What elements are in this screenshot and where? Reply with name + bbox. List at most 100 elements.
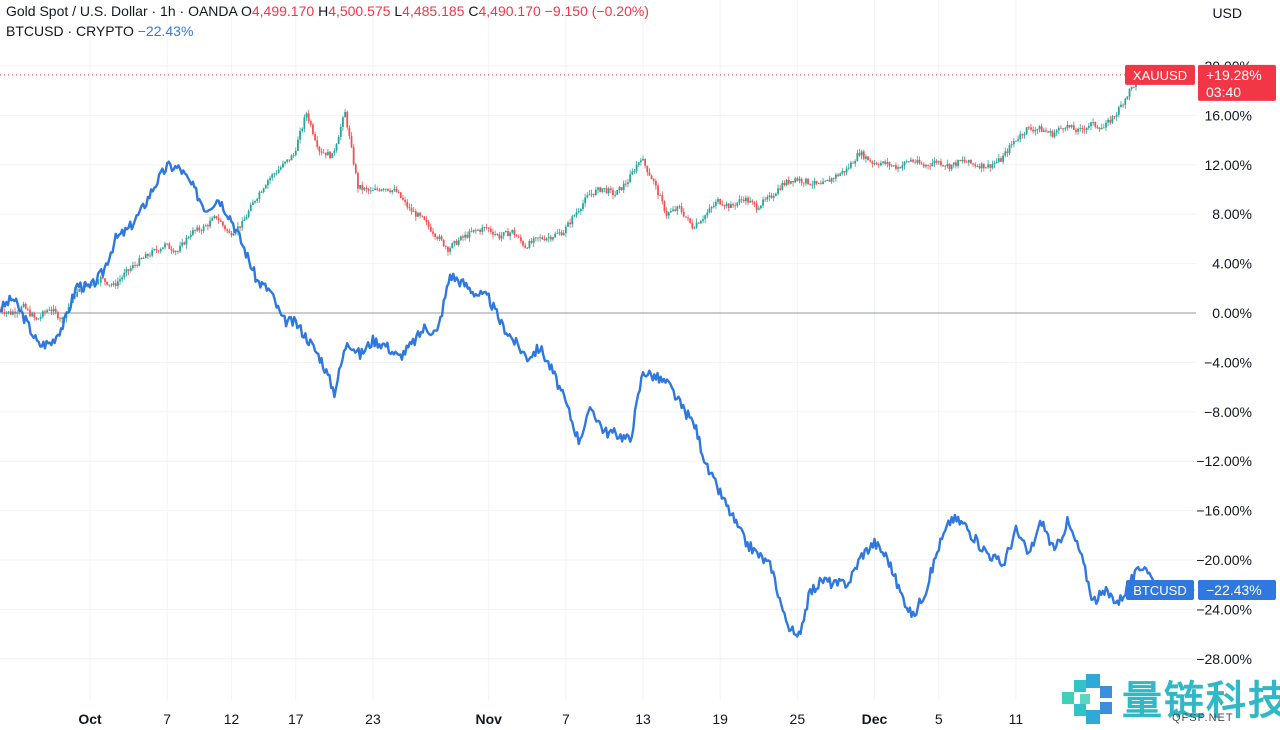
candle-body	[862, 151, 865, 159]
candle-body	[474, 229, 477, 231]
candle-body	[48, 309, 51, 311]
candle-body	[185, 237, 188, 245]
candle-body	[213, 216, 216, 219]
candle-body	[500, 235, 503, 239]
candle-body	[453, 240, 456, 244]
candle-body	[1017, 139, 1020, 141]
candle-body	[144, 253, 147, 259]
candle-body	[344, 111, 346, 118]
candle-body	[940, 161, 942, 166]
symbol-title[interactable]: Gold Spot / U.S. Dollar · 1h · OANDA	[6, 3, 238, 19]
candle-body	[24, 303, 27, 309]
candle-body	[346, 111, 349, 128]
candle-body	[534, 237, 537, 239]
candle-body	[781, 182, 784, 190]
candle-body	[633, 171, 636, 173]
candle-body	[378, 189, 381, 191]
main-symbol-legend[interactable]: Gold Spot / U.S. Dollar · 1h · OANDA O4,…	[6, 3, 649, 19]
candle-body	[1068, 124, 1071, 127]
candle-body	[243, 219, 246, 222]
candle-body	[1100, 127, 1103, 130]
candle-body	[1096, 126, 1099, 128]
candle-body	[543, 239, 546, 241]
candle-body	[359, 185, 361, 189]
candle-body	[693, 227, 696, 229]
candle-body	[52, 308, 55, 312]
candle-body	[179, 245, 181, 252]
candle-body	[530, 240, 533, 243]
candle-body	[164, 243, 166, 248]
candle-body	[176, 251, 179, 252]
candle-body	[1000, 158, 1002, 162]
candle-body	[742, 199, 745, 202]
candle-body	[699, 221, 702, 224]
open-value: 4,499.170	[251, 3, 315, 19]
candle-body	[697, 222, 700, 224]
candle-body	[1008, 145, 1011, 153]
candle-body	[54, 308, 57, 313]
candle-body	[798, 178, 801, 181]
candle-body	[146, 253, 149, 257]
y-axis[interactable]: 20.00%16.00%12.00%8.00%4.00%0.00%−4.00%−…	[1196, 58, 1252, 667]
candle-body	[622, 183, 625, 191]
candle-body	[142, 258, 145, 259]
candle-body	[537, 237, 539, 239]
candle-body	[817, 183, 820, 185]
x-tick-label: 12	[224, 711, 240, 727]
candle-body	[189, 234, 192, 238]
candle-body	[78, 289, 81, 292]
candle-body	[26, 308, 29, 310]
compare-symbol-title[interactable]: BTCUSD · CRYPTO	[6, 23, 134, 39]
candle-body	[138, 258, 141, 266]
candle-body	[948, 163, 951, 169]
candle-body	[9, 311, 12, 315]
candle-body	[860, 151, 863, 156]
candle-body	[320, 151, 323, 153]
candle-body	[920, 163, 923, 165]
candle-body	[624, 183, 627, 185]
candle-body	[455, 240, 458, 245]
y-tick-label: −16.00%	[1196, 503, 1252, 519]
candle-body	[886, 162, 889, 164]
candle-body	[815, 180, 818, 184]
compare-symbol-legend[interactable]: BTCUSD · CRYPTO −22.43%	[6, 23, 193, 39]
candle-body	[29, 309, 31, 317]
candle-body	[511, 229, 514, 233]
candle-body	[279, 167, 282, 170]
candle-body	[1032, 129, 1035, 132]
x-tick-label: 5	[935, 711, 943, 727]
candle-body	[800, 178, 803, 183]
candle-body	[104, 278, 106, 282]
candle-body	[957, 160, 959, 166]
candle-body	[579, 208, 582, 212]
candle-body	[912, 159, 914, 162]
candle-body	[487, 227, 490, 229]
candle-body	[1126, 96, 1129, 99]
candle-body	[393, 189, 396, 191]
candle-body	[618, 187, 621, 191]
y-tick-label: −4.00%	[1204, 354, 1252, 370]
candle-body	[942, 165, 944, 167]
candle-body	[262, 188, 265, 193]
candle-body	[361, 185, 364, 190]
candle-body	[318, 146, 321, 152]
candle-body	[858, 153, 861, 156]
candle-body	[961, 159, 964, 162]
candle-body	[1012, 141, 1015, 145]
candle-body	[247, 210, 250, 218]
candle-body	[408, 207, 411, 209]
candle-body	[288, 159, 291, 161]
x-axis[interactable]: Oct 7 12 17 23 Nov 7 13 19 25 Dec 5 11	[78, 711, 1023, 727]
candle-body	[211, 218, 214, 221]
candle-body	[727, 203, 730, 209]
candle-body	[982, 163, 985, 169]
candle-body	[562, 232, 565, 236]
candle-body	[316, 140, 319, 147]
candle-body	[744, 197, 747, 202]
candle-body	[545, 238, 548, 241]
currency-label[interactable]: USD	[1212, 5, 1242, 21]
candle-body	[835, 174, 837, 179]
candle-body	[333, 150, 336, 154]
candle-body	[384, 188, 387, 190]
